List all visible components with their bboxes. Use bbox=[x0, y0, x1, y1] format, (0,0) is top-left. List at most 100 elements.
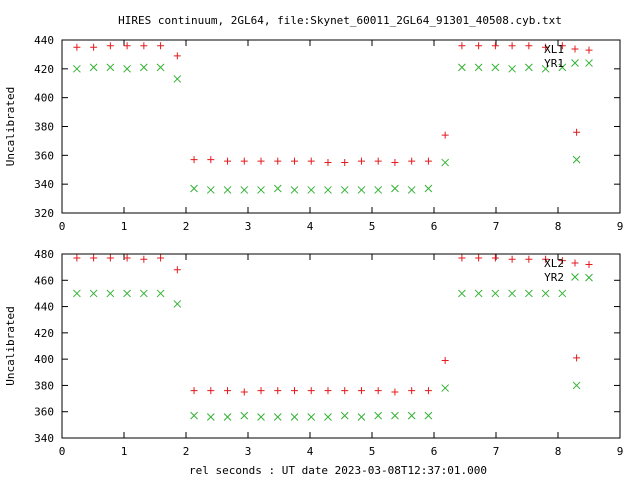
x-tick-label: 9 bbox=[617, 445, 624, 458]
data-point bbox=[324, 387, 332, 395]
data-point bbox=[558, 289, 567, 298]
data-point bbox=[525, 42, 533, 50]
data-point bbox=[156, 63, 165, 72]
x-tick-label: 7 bbox=[493, 220, 500, 233]
data-point bbox=[224, 157, 232, 165]
y-axis-label: Uncalibrated bbox=[4, 306, 17, 385]
x-tick-label: 4 bbox=[307, 220, 314, 233]
y-tick-label: 460 bbox=[34, 274, 54, 287]
data-point bbox=[340, 186, 349, 194]
data-point bbox=[424, 411, 433, 420]
data-point bbox=[558, 42, 566, 50]
data-point bbox=[374, 387, 382, 395]
series-yr1 bbox=[73, 59, 593, 194]
data-point bbox=[391, 388, 399, 396]
data-point bbox=[391, 184, 399, 193]
x-tick-label: 5 bbox=[369, 220, 376, 233]
data-point bbox=[207, 387, 215, 395]
data-point bbox=[508, 42, 516, 50]
data-point bbox=[307, 186, 316, 194]
series-xl1 bbox=[73, 42, 593, 167]
data-point bbox=[123, 64, 131, 73]
data-point bbox=[240, 411, 249, 420]
data-point bbox=[106, 63, 115, 72]
data-point bbox=[274, 157, 282, 165]
data-point bbox=[491, 63, 500, 72]
data-point bbox=[324, 186, 332, 194]
data-point bbox=[190, 156, 198, 164]
data-point bbox=[206, 186, 215, 194]
legend-marker bbox=[571, 273, 579, 281]
data-point bbox=[106, 289, 115, 298]
x-tick-label: 6 bbox=[431, 445, 438, 458]
data-point bbox=[341, 159, 349, 167]
data-point bbox=[257, 387, 265, 395]
data-point bbox=[458, 42, 466, 50]
data-point bbox=[257, 186, 265, 194]
y-tick-label: 380 bbox=[34, 379, 54, 392]
x-tick-label: 1 bbox=[121, 445, 128, 458]
y-tick-label: 360 bbox=[34, 149, 54, 162]
data-point bbox=[90, 254, 98, 262]
data-point bbox=[73, 43, 81, 51]
plot-frame bbox=[61, 253, 621, 439]
y-tick-label: 420 bbox=[34, 63, 54, 76]
data-point bbox=[190, 184, 198, 193]
data-point bbox=[374, 157, 382, 165]
data-point bbox=[508, 289, 516, 298]
series-yr2 bbox=[73, 273, 593, 421]
data-point bbox=[424, 157, 432, 165]
plot-panel-1: 0 1 2 3 4 5 6 7 8 9 320 340 360 380 400 420 440 Uncalibra… bbox=[4, 34, 623, 233]
data-point bbox=[257, 413, 265, 421]
data-point bbox=[140, 255, 148, 263]
data-point bbox=[474, 289, 483, 298]
data-point bbox=[374, 411, 383, 420]
data-point bbox=[475, 254, 483, 262]
data-point bbox=[357, 157, 365, 165]
data-point bbox=[357, 186, 366, 194]
legend-marker bbox=[571, 59, 579, 67]
data-point bbox=[206, 413, 215, 421]
y-tick-label: 320 bbox=[34, 207, 54, 220]
data-point bbox=[585, 59, 593, 67]
data-point bbox=[73, 64, 81, 73]
y-axis-label: Uncalibrated bbox=[4, 87, 17, 166]
x-tick-label: 3 bbox=[245, 220, 252, 233]
data-point bbox=[173, 52, 181, 60]
data-point bbox=[291, 157, 298, 165]
data-point bbox=[525, 289, 533, 298]
data-point bbox=[273, 413, 282, 421]
legend-marker bbox=[571, 259, 579, 267]
data-point bbox=[290, 413, 299, 421]
data-point bbox=[307, 413, 316, 421]
x-tick-label: 6 bbox=[431, 220, 438, 233]
x-tick-label: 3 bbox=[245, 445, 252, 458]
data-point bbox=[573, 354, 581, 362]
data-point bbox=[374, 186, 383, 194]
data-point bbox=[340, 411, 349, 420]
data-point bbox=[441, 158, 450, 167]
y-tick-label: 400 bbox=[34, 353, 54, 366]
data-point bbox=[558, 257, 566, 265]
data-point bbox=[357, 413, 366, 421]
data-point bbox=[408, 157, 416, 165]
data-point bbox=[291, 387, 298, 395]
legend-label: YR1 bbox=[544, 57, 564, 70]
data-point bbox=[441, 131, 449, 139]
data-point bbox=[542, 255, 550, 263]
data-point bbox=[458, 63, 466, 72]
data-point bbox=[190, 411, 198, 420]
data-point bbox=[240, 186, 249, 194]
data-point bbox=[458, 254, 466, 262]
data-point bbox=[224, 387, 232, 395]
x-tick-label: 1 bbox=[121, 220, 128, 233]
data-point bbox=[357, 387, 365, 395]
x-tick-label: 8 bbox=[555, 445, 562, 458]
data-point bbox=[223, 186, 232, 194]
data-point bbox=[157, 254, 165, 262]
data-point bbox=[441, 356, 449, 364]
y-tick-label: 360 bbox=[34, 406, 54, 419]
data-point bbox=[391, 159, 399, 167]
data-point bbox=[585, 261, 593, 269]
